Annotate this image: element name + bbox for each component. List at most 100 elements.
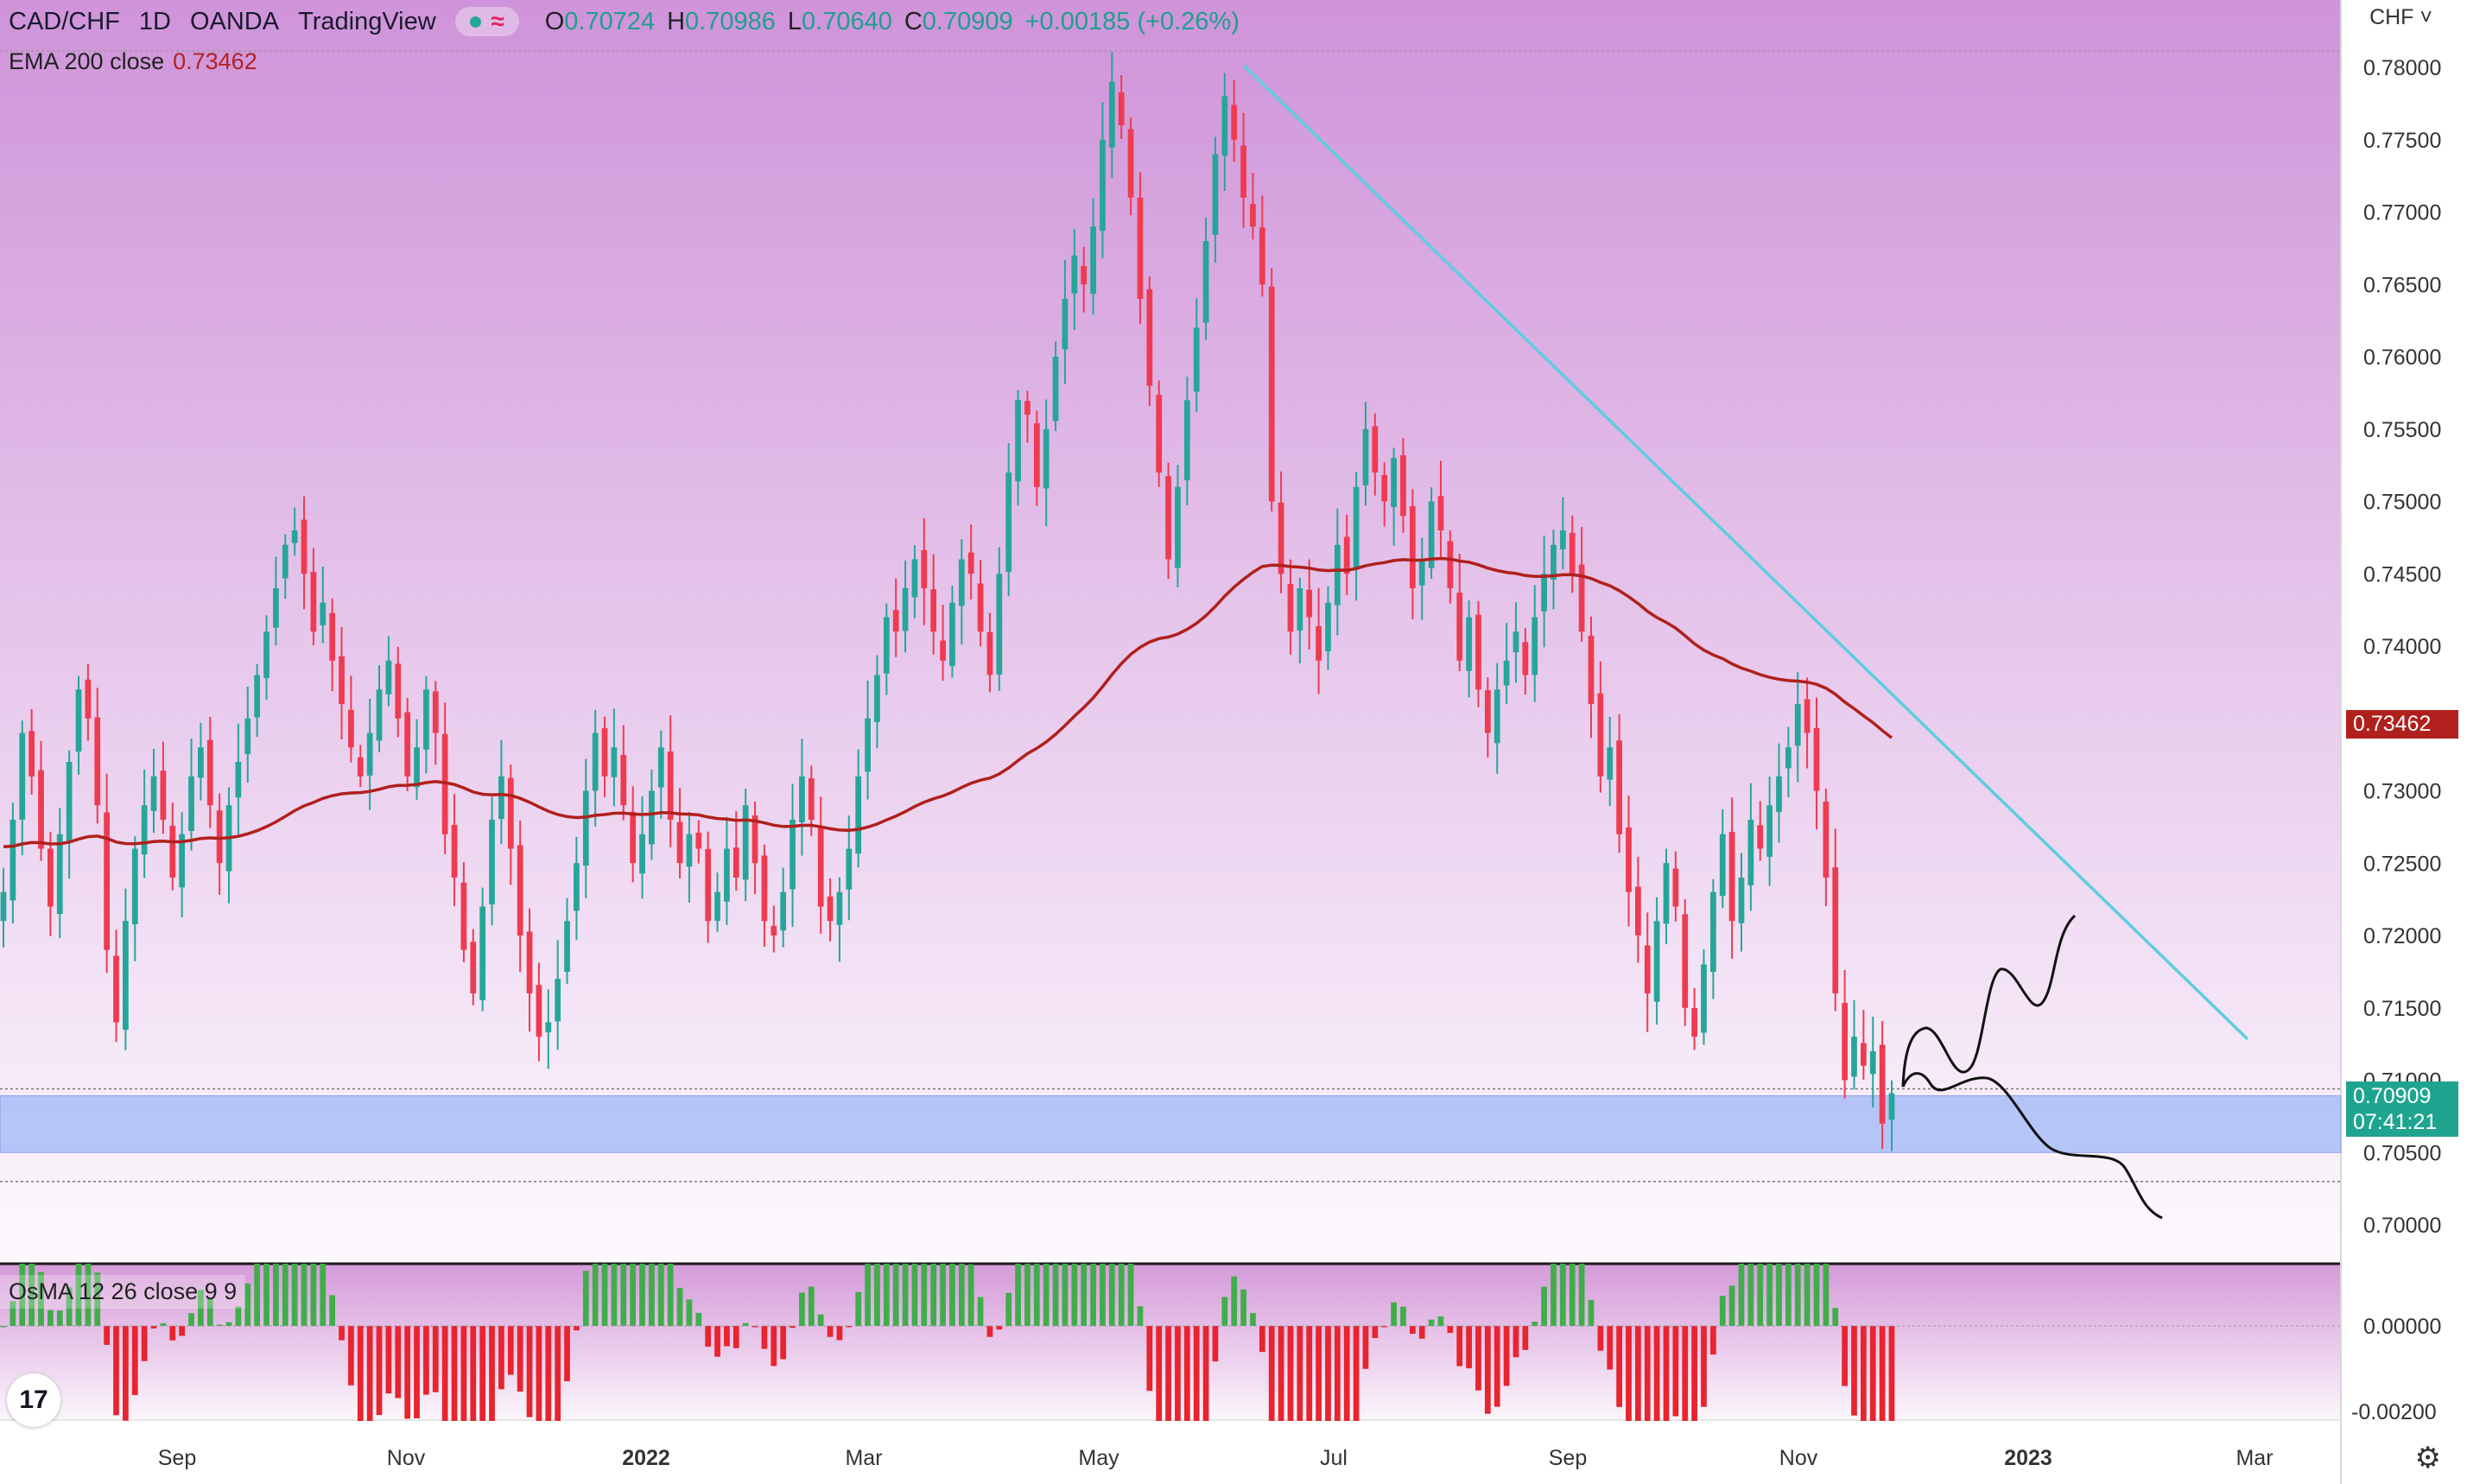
osma-bar xyxy=(1757,1264,1764,1326)
candle-body xyxy=(395,663,402,719)
osma-bar xyxy=(902,1264,909,1326)
candle-body xyxy=(1259,227,1265,285)
ema-price-badge: 0.73462 xyxy=(2346,710,2458,739)
osma-bar xyxy=(555,1326,561,1421)
osma-bar xyxy=(498,1326,504,1390)
candle-body xyxy=(301,519,308,574)
osma-bar xyxy=(1353,1326,1360,1421)
candle-body xyxy=(892,610,899,632)
currency-dropdown[interactable]: CHF ˅ xyxy=(2369,5,2432,30)
interval-label[interactable]: 1D xyxy=(138,7,171,35)
candle-body xyxy=(385,660,392,694)
osma-bar xyxy=(1447,1326,1454,1334)
osma-legend[interactable]: OsMA 12 26 close 9 9 xyxy=(0,1275,246,1309)
candle-body xyxy=(967,552,974,574)
candle-body xyxy=(244,718,251,754)
osma-bar xyxy=(348,1326,354,1386)
candle-body xyxy=(902,588,909,631)
candle-body xyxy=(1391,458,1397,508)
candle-body xyxy=(1541,574,1547,612)
osma-bar xyxy=(206,1297,213,1326)
osma-bar xyxy=(385,1326,392,1394)
osma-bar xyxy=(1494,1326,1500,1407)
osma-bar xyxy=(771,1326,777,1367)
gear-icon[interactable]: ⚙ xyxy=(2414,1442,2441,1474)
ema-value: 0.73462 xyxy=(173,48,257,74)
osma-bar xyxy=(1250,1313,1256,1326)
candle-body xyxy=(206,739,213,806)
price-tick-label: 0.72500 xyxy=(2363,852,2441,876)
candle-body xyxy=(874,675,880,722)
candle-body xyxy=(273,588,279,628)
status-pill[interactable]: ≈ xyxy=(454,7,519,36)
time-tick-label: 2023 xyxy=(2004,1446,2052,1470)
osma-bar xyxy=(517,1326,523,1392)
osma-bar xyxy=(470,1326,477,1421)
osma-bar xyxy=(104,1326,111,1345)
candle-body xyxy=(1709,891,1716,973)
candle-body xyxy=(1212,154,1219,235)
candle-body xyxy=(123,921,129,1031)
ema-legend[interactable]: EMA 200 close 0.73462 xyxy=(9,48,257,75)
candle-body xyxy=(921,549,928,588)
candle-body xyxy=(1100,139,1106,231)
osma-bar xyxy=(827,1326,834,1337)
candle-body xyxy=(883,617,890,674)
candle-body xyxy=(160,771,167,820)
osma-bar xyxy=(179,1326,186,1336)
high-value: 0.70986 xyxy=(685,7,776,35)
osma-bar xyxy=(1212,1326,1219,1362)
candle-body xyxy=(799,776,805,822)
candle-body xyxy=(423,689,429,750)
osma-bar xyxy=(742,1322,749,1326)
candle-body xyxy=(817,828,824,907)
candle-body xyxy=(489,820,495,904)
candle-body xyxy=(1005,472,1012,573)
osma-bar xyxy=(1259,1326,1265,1353)
price-tick-label: 0.75000 xyxy=(2363,491,2441,515)
osma-bar xyxy=(1325,1326,1331,1421)
candle-body xyxy=(639,834,645,874)
osma-bar xyxy=(301,1264,308,1326)
candle-body xyxy=(1137,197,1144,299)
candle-body xyxy=(1278,502,1284,574)
candle-body xyxy=(649,790,655,845)
candle-body xyxy=(630,811,637,864)
close-label: C xyxy=(904,7,923,35)
tradingview-logo-icon[interactable]: 17 xyxy=(7,1373,60,1427)
symbol-pair[interactable]: CAD/CHF xyxy=(9,7,120,35)
osma-bar xyxy=(986,1326,993,1337)
osma-bar xyxy=(1869,1326,1876,1421)
osma-bar xyxy=(817,1314,824,1326)
candle-body xyxy=(1015,400,1021,482)
market-open-dot-icon xyxy=(469,16,481,28)
osma-bar xyxy=(1306,1326,1313,1421)
osma-bar xyxy=(761,1326,768,1349)
osma-bar xyxy=(536,1326,542,1421)
candle-body xyxy=(1108,81,1115,148)
osma-bar xyxy=(620,1264,627,1326)
symbol-legend[interactable]: CAD/CHF 1D OANDA TradingView ≈ O 0.70724 … xyxy=(9,7,1240,36)
osma-bar xyxy=(414,1326,420,1418)
osma-bar xyxy=(1842,1326,1848,1386)
support-zone xyxy=(0,1095,2342,1153)
osma-bar xyxy=(376,1326,383,1416)
osma-bar xyxy=(1616,1326,1622,1407)
descending-trendline xyxy=(1242,64,2249,1041)
osma-bar xyxy=(1193,1326,1200,1421)
candle-body xyxy=(771,925,777,935)
candle-body xyxy=(282,544,289,579)
candle-body xyxy=(1325,602,1331,651)
time-tick-label: 2022 xyxy=(622,1446,670,1470)
osma-bar xyxy=(1747,1264,1754,1326)
candle-body xyxy=(1052,357,1059,422)
candle-body xyxy=(1146,289,1153,386)
change-value: +0.00185 (+0.26%) xyxy=(1024,7,1240,35)
osma-bar xyxy=(1175,1326,1181,1421)
osma-bar xyxy=(1719,1296,1726,1326)
candle-body xyxy=(1221,96,1228,156)
osma-bar xyxy=(1823,1264,1830,1326)
candle-body xyxy=(1663,863,1670,924)
candle-body xyxy=(930,589,937,632)
